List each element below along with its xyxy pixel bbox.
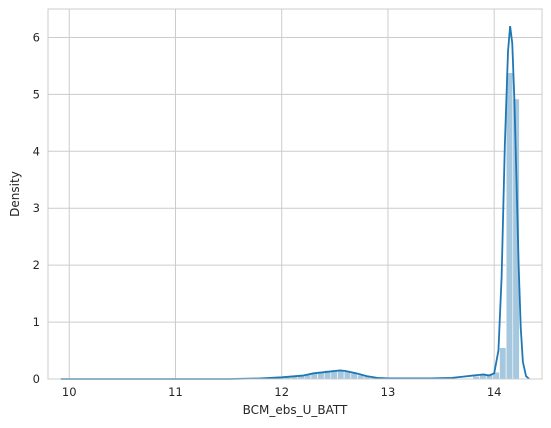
x-tick-label: 14 bbox=[487, 385, 502, 399]
y-axis-label: Density bbox=[8, 171, 22, 217]
histogram-bar bbox=[499, 347, 507, 380]
y-tick-label: 3 bbox=[33, 201, 40, 215]
y-tick-label: 6 bbox=[33, 30, 40, 44]
y-tick-label: 0 bbox=[33, 372, 40, 386]
y-tick-label: 4 bbox=[33, 144, 40, 158]
x-tick-label: 13 bbox=[381, 385, 396, 399]
x-tick-label: 11 bbox=[168, 385, 183, 399]
x-axis-label: BCM_ebs_U_BATT bbox=[243, 403, 348, 417]
y-tick-label: 1 bbox=[33, 315, 40, 329]
histogram-bar bbox=[505, 72, 514, 380]
kde-curve bbox=[60, 25, 530, 380]
plot-area bbox=[48, 9, 542, 379]
x-tick-label: 10 bbox=[62, 385, 77, 399]
y-tick-label: 2 bbox=[33, 258, 40, 272]
histogram-bar bbox=[337, 370, 345, 380]
plot-frame bbox=[47, 8, 543, 380]
y-tick-label: 5 bbox=[33, 87, 40, 101]
y-tick-labels: 0 1 2 3 4 5 6 bbox=[33, 30, 40, 386]
x-tick-labels: 10 11 12 13 14 bbox=[62, 385, 502, 399]
x-tick-label: 12 bbox=[274, 385, 289, 399]
